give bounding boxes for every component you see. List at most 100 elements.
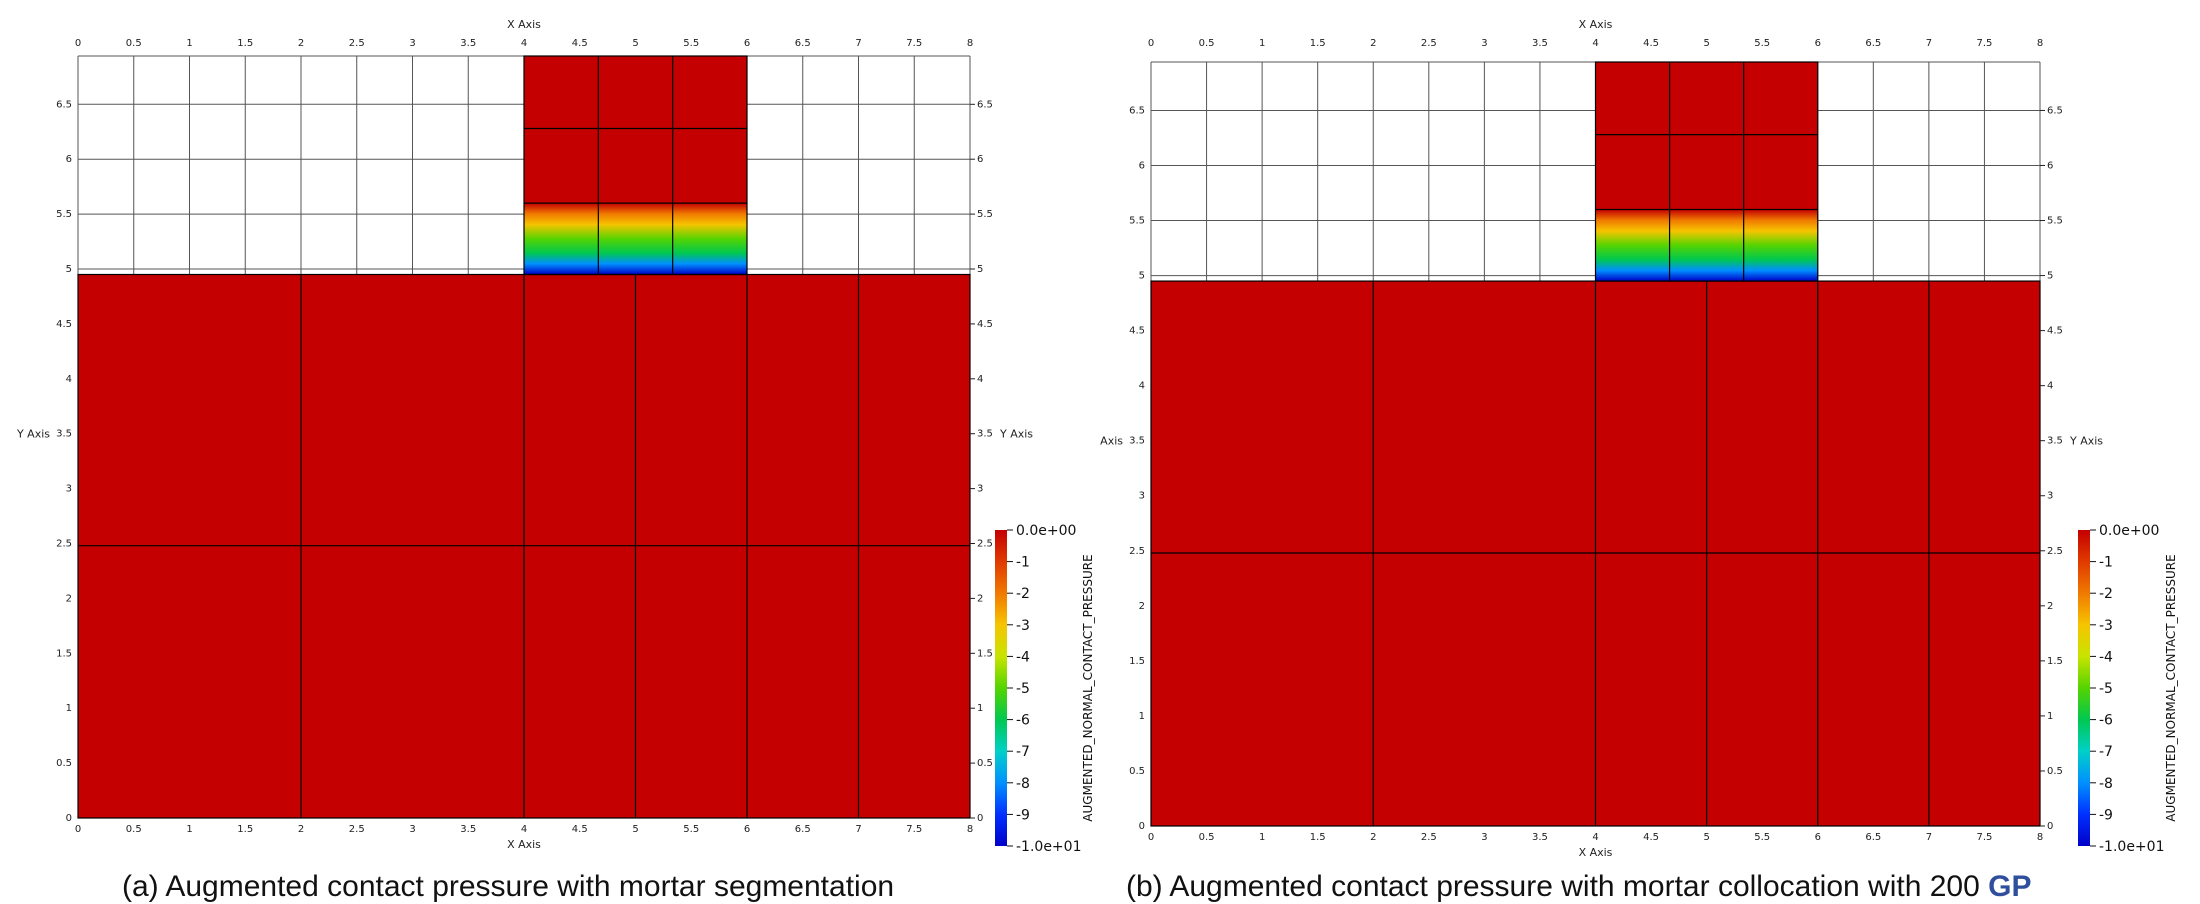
x-tick-label-bottom: 4.5 (572, 824, 588, 835)
x-tick-label-bottom: 0.5 (126, 824, 142, 835)
x-tick-label-top: 8 (967, 38, 973, 49)
x-tick-label-top: 2.5 (349, 38, 365, 49)
x-tick-label-top: 7.5 (1976, 38, 1992, 49)
x-tick-label-bottom: 1.5 (1310, 832, 1326, 843)
x-tick-label-top: 7.5 (906, 38, 922, 49)
y-tick-label-right: 3 (2047, 491, 2053, 502)
y-tick-label-left: 2.5 (1129, 546, 1145, 557)
y-tick-label-left: 6.5 (1129, 105, 1145, 116)
axis-ticks: 000.50.5111.51.5222.52.5333.53.5444.54.5… (56, 38, 993, 835)
x-tick-label-top: 5.5 (1754, 38, 1770, 49)
y-tick-label-right: 0 (977, 813, 983, 824)
x-tick-label-top: 0.5 (126, 38, 142, 49)
x-tick-label-top: 1 (186, 38, 192, 49)
top-block (1595, 62, 1818, 210)
x-tick-label-bottom: 8 (2037, 832, 2043, 843)
y-tick-label-left: 1 (66, 703, 72, 714)
x-tick-label-bottom: 3.5 (1532, 832, 1548, 843)
x-tick-label-bottom: 4 (521, 824, 527, 835)
y-tick-label-right: 4 (2047, 381, 2053, 392)
x-tick-label-bottom: 0.5 (1199, 832, 1215, 843)
x-tick-label-top: 3.5 (1532, 38, 1548, 49)
y-tick-label-left: 4.5 (56, 319, 72, 330)
colorbar-tick-label: -1.0e+01 (1016, 839, 1081, 855)
colorbar-tick-label: -2 (2099, 586, 2113, 602)
colorbar-tick-label: -9 (1016, 807, 1030, 823)
y-tick-label-left: 3.5 (56, 429, 72, 440)
x-tick-label-bottom: 3 (1481, 832, 1487, 843)
x-tick-label-bottom: 8 (967, 824, 973, 835)
y-tick-label-right: 0 (2047, 821, 2053, 832)
x-tick-label-top: 1.5 (237, 38, 253, 49)
top-block-contact-band (1595, 209, 1818, 282)
y-tick-label-right: 5.5 (977, 209, 993, 220)
y-axis-title-left: Y Axis (1100, 435, 1123, 448)
x-tick-label-top: 1 (1259, 38, 1265, 49)
y-tick-label-left: 3 (66, 484, 72, 495)
x-tick-label-bottom: 4 (1592, 832, 1598, 843)
x-tick-label-bottom: 1 (1259, 832, 1265, 843)
y-tick-label-left: 1.5 (56, 648, 72, 659)
y-tick-label-left: 5 (1139, 271, 1145, 282)
colorbar-tick-label: -1 (2099, 555, 2113, 571)
x-tick-label-bottom: 2.5 (1421, 832, 1437, 843)
x-tick-label-top: 2.5 (1421, 38, 1437, 49)
x-tick-label-top: 6.5 (1865, 38, 1881, 49)
y-tick-label-left: 0.5 (56, 758, 72, 769)
x-tick-label-bottom: 5 (1703, 832, 1709, 843)
caption-a-text: Augmented contact pressure with mortar s… (165, 870, 895, 903)
y-tick-label-left: 2 (66, 593, 72, 604)
colorbar-tick-label: -7 (2099, 744, 2113, 760)
x-tick-label-top: 0 (75, 38, 81, 49)
x-tick-label-bottom: 5.5 (1754, 832, 1770, 843)
x-tick-label-top: 2 (298, 38, 304, 49)
y-tick-label-right: 0.5 (977, 758, 993, 769)
x-tick-label-top: 5 (1703, 38, 1709, 49)
y-tick-label-right: 6.5 (2047, 105, 2063, 116)
x-tick-label-bottom: 6.5 (1865, 832, 1881, 843)
axis-ticks: 000.50.5111.51.5222.52.5333.53.5444.54.5… (1129, 38, 2063, 843)
x-axis-title-top: X Axis (1579, 18, 1613, 31)
colorbar-tick-label: -8 (1016, 776, 1030, 792)
colorbar-tick-label: -9 (2099, 807, 2113, 823)
y-tick-label-left: 3 (1139, 491, 1145, 502)
x-tick-label-top: 7 (855, 38, 861, 49)
caption-a-label: (a) (122, 870, 159, 903)
x-tick-label-bottom: 2 (1370, 832, 1376, 843)
y-tick-label-left: 4.5 (1129, 326, 1145, 337)
x-tick-label-bottom: 5.5 (683, 824, 699, 835)
colorbar-tick-label: -5 (2099, 681, 2113, 697)
colorbar-tick-label: 0.0e+00 (2099, 523, 2159, 539)
colorbar-tick-label: -3 (2099, 618, 2113, 634)
colorbar-scale (2078, 530, 2090, 846)
x-tick-label-bottom: 3.5 (460, 824, 476, 835)
y-axis-title-left: Y Axis (16, 428, 50, 441)
y-tick-label-right: 2.5 (977, 539, 993, 550)
y-tick-label-left: 0.5 (1129, 766, 1145, 777)
y-tick-label-right: 5 (977, 264, 983, 275)
y-tick-label-left: 5.5 (56, 209, 72, 220)
x-axis-title-bottom: X Axis (1579, 846, 1613, 859)
y-tick-label-right: 2 (2047, 601, 2053, 612)
panel-b: 0 0 0.5 0.5 1 1 1.5 1.5 2 2 2.5 2.5 3 3 3.5 3.5 4 4 4.5 4.5… (1100, 0, 2200, 904)
x-tick-label-top: 6 (1815, 38, 1821, 49)
y-tick-label-left: 6.5 (56, 99, 72, 110)
y-tick-label-left: 6 (66, 154, 72, 165)
top-block (524, 56, 747, 204)
x-tick-label-top: 5.5 (683, 38, 699, 49)
colorbar-tick-label: -1 (1016, 555, 1030, 571)
y-tick-label-right: 6 (977, 154, 983, 165)
y-tick-label-right: 3.5 (977, 429, 993, 440)
x-tick-label-bottom: 2 (298, 824, 304, 835)
x-tick-label-top: 8 (2037, 38, 2043, 49)
x-tick-label-bottom: 5 (632, 824, 638, 835)
x-tick-label-bottom: 0 (1148, 832, 1154, 843)
mesh (77, 55, 971, 819)
x-tick-label-bottom: 1 (186, 824, 192, 835)
x-tick-label-bottom: 7 (1926, 832, 1932, 843)
y-axis-title-right: Y Axis (999, 428, 1033, 441)
y-tick-label-right: 4.5 (2047, 326, 2063, 337)
x-tick-label-top: 0 (1148, 38, 1154, 49)
mesh (1150, 61, 2041, 827)
caption-a: (a) Augmented contact pressure with mort… (122, 870, 894, 904)
